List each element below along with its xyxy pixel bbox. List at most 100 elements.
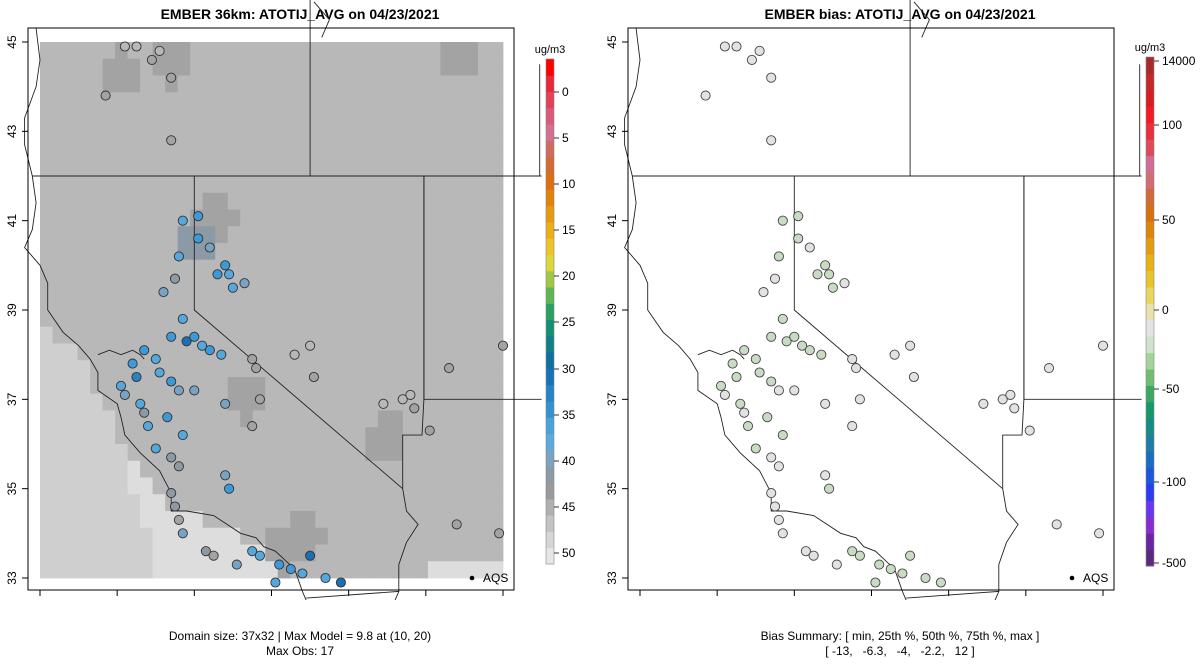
grid-cell	[152, 209, 166, 227]
bias-point	[766, 488, 777, 499]
grid-cell	[402, 259, 416, 277]
grid-cell	[477, 209, 491, 227]
colorbar-segment	[546, 466, 554, 484]
grid-cell	[265, 159, 279, 177]
grid-cell	[215, 125, 229, 143]
grid-cell	[340, 410, 354, 428]
grid-cell	[102, 527, 116, 545]
grid-cell	[165, 92, 179, 110]
grid-cell	[490, 326, 504, 344]
grid-cell	[290, 92, 304, 110]
grid-cell	[277, 343, 291, 361]
grid-cell	[40, 226, 53, 244]
grid-cell	[465, 427, 479, 445]
grid-cell	[265, 477, 279, 495]
obs-point	[405, 389, 416, 400]
grid-cell	[327, 192, 341, 210]
colorbar-frame	[545, 58, 555, 565]
grid-cell	[390, 343, 404, 361]
grid-cell	[390, 42, 404, 60]
grid-cell	[140, 377, 154, 395]
grid-cell	[190, 125, 204, 143]
grid-cell	[265, 259, 279, 277]
grid-cell	[202, 527, 216, 545]
grid-cell	[40, 310, 53, 328]
grid-cell	[427, 293, 441, 311]
bias-point	[870, 577, 881, 588]
grid-cell	[377, 343, 391, 361]
y-tick-label: 45	[605, 35, 619, 49]
grid-cell	[102, 176, 116, 194]
grid-cell	[77, 142, 91, 160]
grid-cell	[190, 444, 204, 462]
grid-cell	[427, 176, 441, 194]
grid-cell	[440, 293, 454, 311]
colorbar-segment	[546, 352, 554, 370]
colorbar-segment	[1146, 204, 1154, 222]
y-tick-label: 37	[605, 392, 619, 406]
grid-cell	[102, 226, 116, 244]
grid-cell	[240, 293, 254, 311]
grid-cell	[490, 460, 504, 478]
grid-cell	[215, 494, 229, 512]
grid-cell	[340, 159, 354, 177]
grid-cell	[102, 276, 116, 294]
grid-cell	[140, 243, 154, 261]
grid-cell	[490, 192, 504, 210]
grid-cell	[452, 360, 466, 378]
colorbar-tick-label: 35	[562, 408, 576, 422]
grid-cell	[440, 259, 454, 277]
grid-cell	[65, 192, 78, 210]
grid-cell	[115, 109, 128, 127]
colorbar-segment	[546, 124, 554, 141]
grid-cell	[490, 209, 504, 227]
grid-cell	[302, 410, 316, 428]
grid-cell	[440, 42, 454, 60]
grid-cell	[327, 293, 341, 311]
grid-cell	[102, 477, 116, 495]
bias-point	[1051, 519, 1062, 530]
grid-cell	[327, 477, 341, 495]
grid-cell	[352, 477, 366, 495]
grid-cell	[477, 192, 491, 210]
grid-cell	[240, 209, 254, 227]
grid-cell	[402, 42, 416, 60]
colorbar-segment	[546, 173, 554, 190]
grid-cell	[415, 192, 429, 210]
grid-cell	[477, 544, 491, 562]
grid-cell	[190, 142, 204, 160]
grid-cell	[102, 427, 116, 445]
grid-cell	[465, 142, 479, 160]
grid-cell	[65, 393, 78, 411]
grid-cell	[177, 360, 191, 378]
y-tick-label: 45	[5, 35, 19, 49]
grid-cell	[290, 42, 304, 60]
grid-cell	[90, 310, 103, 328]
bias-point	[920, 572, 931, 584]
grid-cell	[277, 310, 291, 328]
grid-cell	[202, 226, 216, 244]
grid-cell	[165, 192, 179, 210]
grid-cell	[352, 226, 366, 244]
obs-point	[154, 367, 165, 378]
aqs-legend-label: AQS	[483, 571, 508, 585]
grid-cell	[115, 494, 128, 512]
colorbar-segment	[546, 205, 554, 223]
grid-cell	[290, 58, 304, 76]
grid-cell	[477, 159, 491, 177]
grid-cell	[477, 125, 491, 143]
grid-cell	[327, 142, 341, 160]
grid-cell	[440, 159, 454, 177]
grid-cell	[52, 561, 66, 579]
grid-cell	[440, 561, 454, 579]
grid-cell	[340, 561, 354, 579]
grid-cell	[102, 544, 116, 562]
grid-cell	[102, 360, 116, 378]
grid-cell	[327, 393, 341, 411]
obs-point	[115, 380, 127, 391]
grid-cell	[65, 42, 78, 60]
bias-point	[847, 546, 858, 557]
grid-cell	[240, 142, 254, 160]
grid-cell	[402, 444, 416, 462]
colorbar-tick-label: 100	[1162, 118, 1182, 132]
